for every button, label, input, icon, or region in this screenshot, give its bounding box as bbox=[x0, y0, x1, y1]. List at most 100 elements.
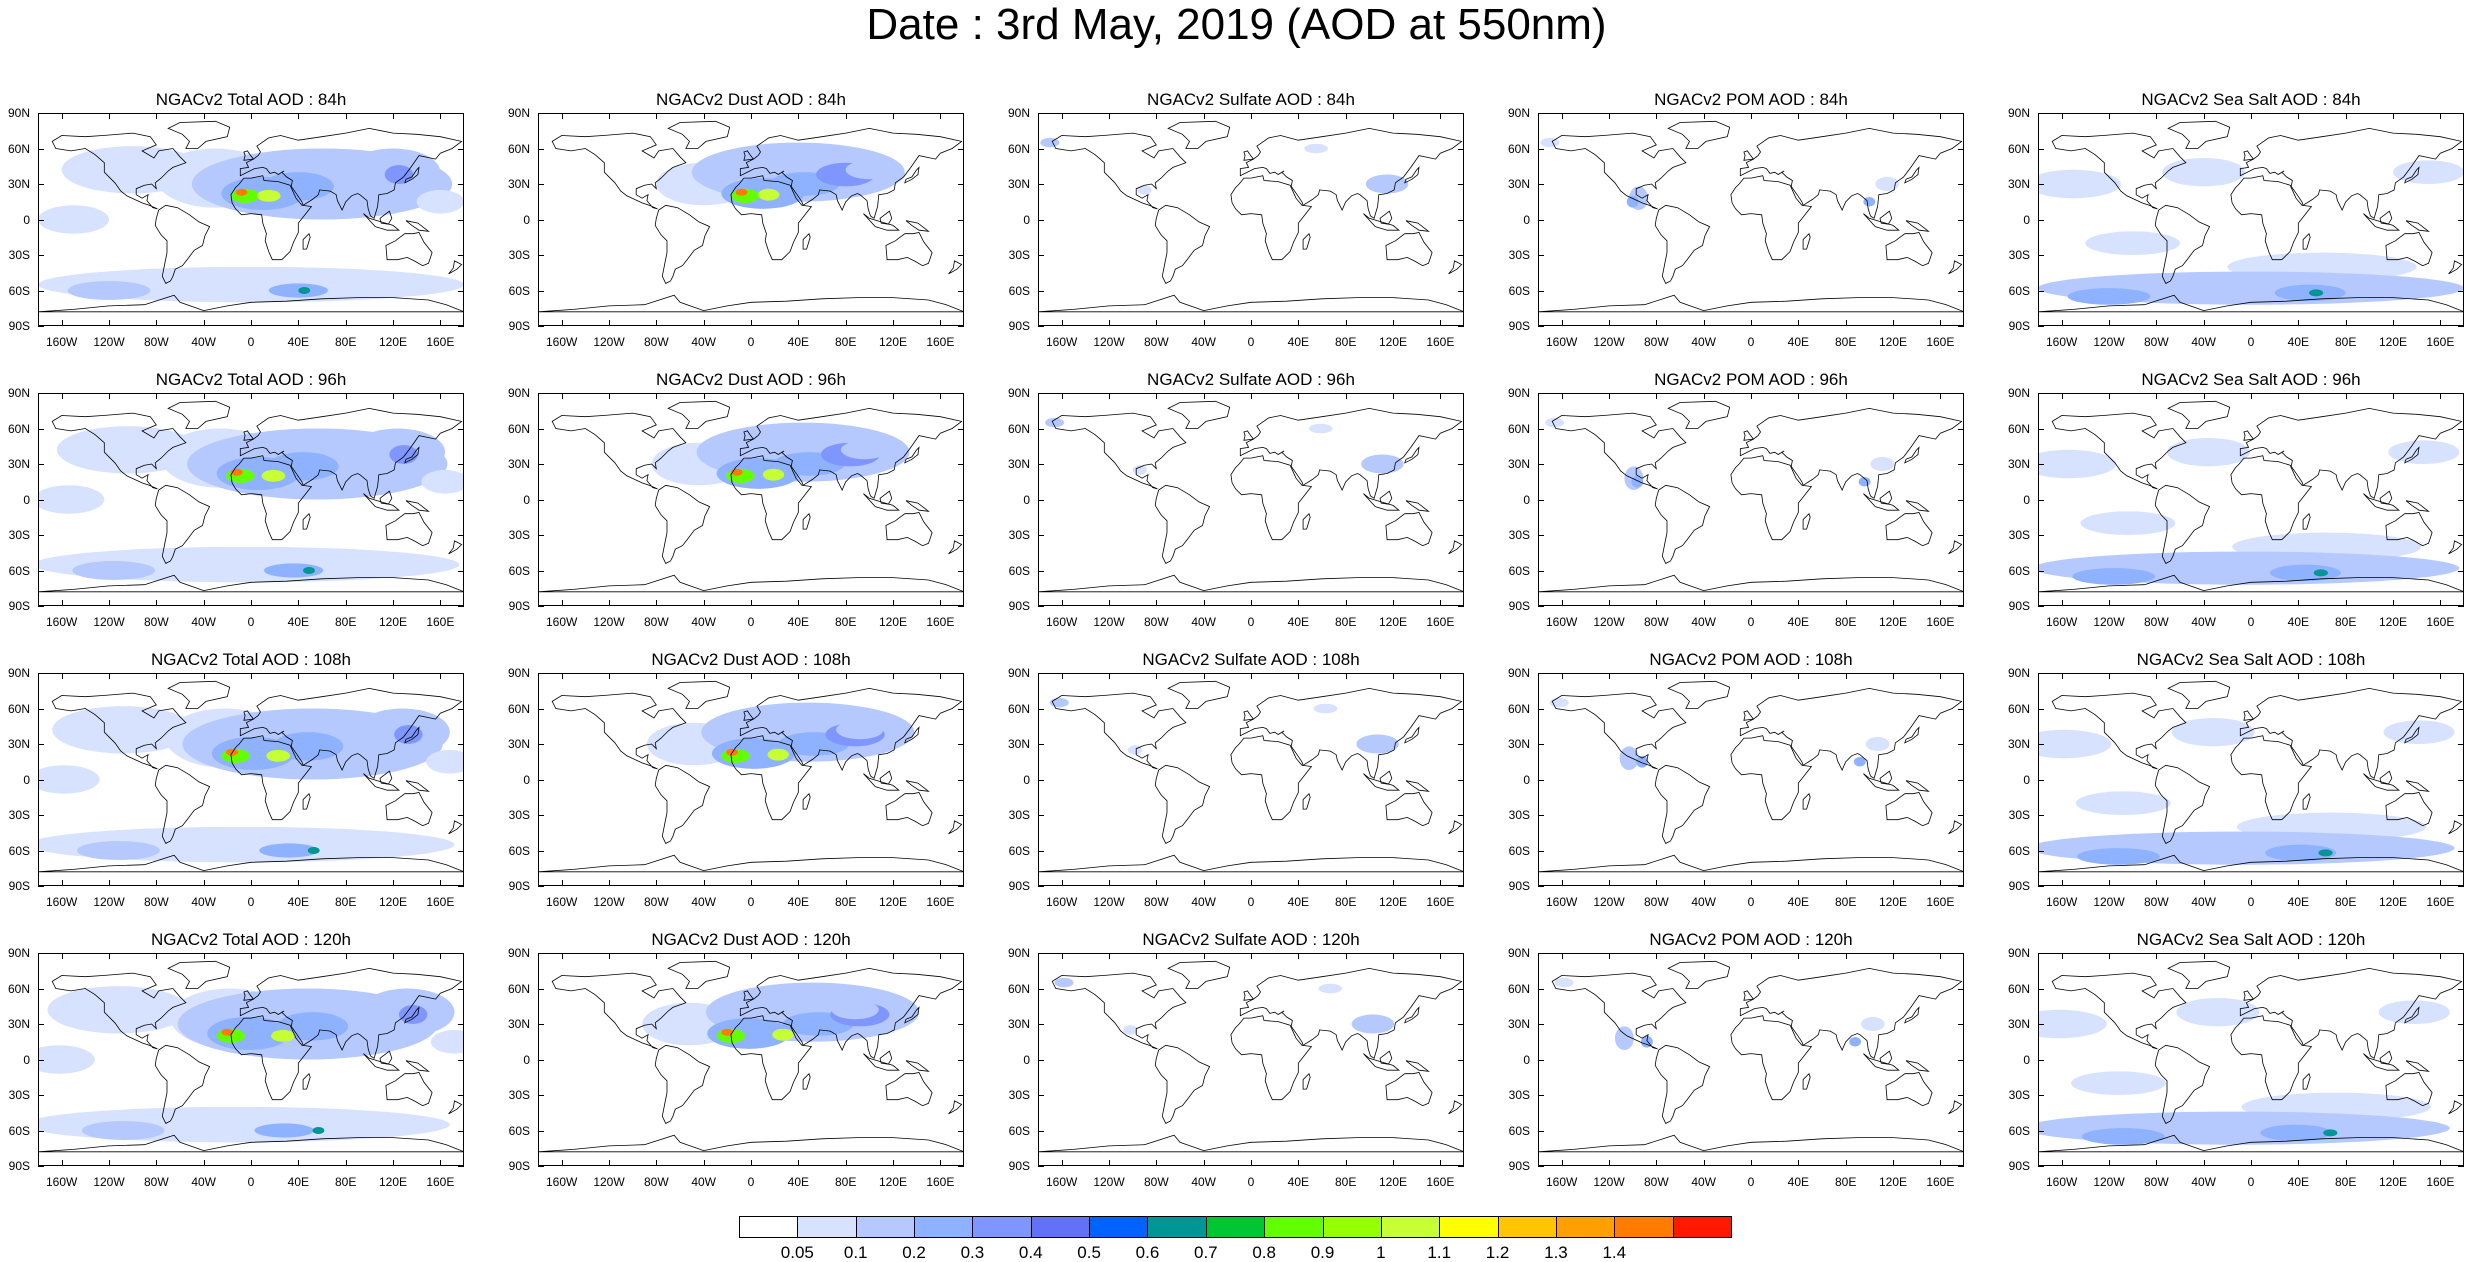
lat-tick bbox=[1038, 290, 1044, 292]
lat-tick-label: 30S bbox=[1008, 248, 1030, 262]
lat-tick-label: 60N bbox=[7, 981, 30, 996]
coastline bbox=[1879, 1050, 1893, 1065]
lat-tick bbox=[2038, 606, 2044, 607]
aod-field-contour bbox=[2265, 844, 2337, 862]
lon-tick-label: 80E bbox=[1334, 335, 1357, 349]
lat-tick bbox=[1458, 499, 1464, 501]
lon-tick bbox=[440, 880, 442, 886]
lon-tick bbox=[703, 1160, 705, 1166]
lon-tick bbox=[109, 113, 110, 119]
lon-tick bbox=[1751, 600, 1752, 606]
lon-tick bbox=[2251, 673, 2252, 679]
aod-field-contour bbox=[2323, 1129, 2338, 1137]
lon-tick bbox=[1251, 880, 1252, 886]
coastline bbox=[1363, 1053, 1401, 1071]
aod-field-contour bbox=[735, 188, 748, 196]
lon-tick bbox=[2061, 320, 2063, 326]
lat-tick bbox=[2458, 953, 2464, 954]
lat-tick bbox=[2038, 499, 2044, 501]
lon-tick-label: 160W bbox=[545, 615, 578, 629]
coastline bbox=[405, 500, 430, 512]
lat-tick bbox=[958, 255, 964, 256]
lon-tick bbox=[203, 1160, 205, 1166]
lat-tick bbox=[958, 148, 964, 150]
lon-tick-label: 40E bbox=[1787, 895, 1809, 909]
lat-tick bbox=[958, 428, 964, 430]
coastline bbox=[385, 1072, 433, 1107]
lon-tick bbox=[1940, 393, 1942, 399]
lat-tick bbox=[458, 290, 464, 292]
lon-tick bbox=[440, 393, 442, 399]
coastline bbox=[2302, 1072, 2311, 1090]
coastline bbox=[1863, 773, 1901, 791]
lon-tick-label: 0 bbox=[2247, 615, 2255, 629]
coastline bbox=[1863, 1053, 1901, 1071]
panel-title: NGACv2 Sulfate AOD : 96h bbox=[1147, 370, 1355, 389]
aod-field-contour bbox=[1137, 185, 1152, 195]
lon-tick bbox=[2345, 1160, 2347, 1166]
lat-tick bbox=[1038, 535, 1044, 536]
lon-tick bbox=[1609, 673, 1610, 679]
lat-tick bbox=[958, 1166, 964, 1167]
lat-tick bbox=[2038, 988, 2044, 990]
coastline bbox=[51, 972, 187, 1050]
lon-tick bbox=[656, 673, 658, 679]
lat-tick bbox=[958, 499, 964, 501]
coastline bbox=[2404, 1006, 2420, 1024]
lon-tick bbox=[1609, 600, 1610, 606]
coastline bbox=[1302, 1072, 1311, 1090]
coastline bbox=[1654, 204, 1711, 284]
lon-tick-label: 0 bbox=[1747, 895, 1755, 909]
lon-tick bbox=[1109, 880, 1110, 886]
lat-tick bbox=[1458, 779, 1464, 781]
lat-tick bbox=[1038, 113, 1044, 114]
lon-tick bbox=[251, 880, 252, 886]
lat-tick-label: 90N bbox=[1507, 106, 1530, 120]
lat-tick bbox=[1458, 1166, 1464, 1167]
coastline bbox=[302, 232, 311, 250]
coastline bbox=[1230, 1015, 1313, 1101]
coastline bbox=[1243, 150, 1255, 161]
lat-tick bbox=[2038, 184, 2044, 185]
lon-tick bbox=[1751, 673, 1752, 679]
lon-tick-label: 80E bbox=[1834, 335, 1857, 349]
lat-tick bbox=[1038, 393, 1044, 394]
lon-tick bbox=[561, 1160, 563, 1166]
lon-tick bbox=[440, 600, 442, 606]
lon-tick bbox=[561, 880, 563, 886]
lat-tick bbox=[1038, 953, 1044, 954]
lat-tick-label: 90N bbox=[1007, 666, 1030, 680]
map-svg bbox=[2038, 400, 2464, 593]
lon-tick bbox=[1893, 1160, 1894, 1166]
lon-tick bbox=[1203, 880, 1205, 886]
coastline bbox=[1404, 726, 1420, 744]
lon-tick-label: 0 bbox=[247, 615, 255, 629]
lon-tick bbox=[2203, 953, 2205, 959]
lat-tick bbox=[458, 1095, 464, 1096]
colorbar-tick-label: 0.8 bbox=[1252, 1243, 1276, 1262]
panel-title: NGACv2 Dust AOD : 120h bbox=[651, 930, 851, 949]
lat-tick bbox=[958, 393, 964, 394]
aod-field-contour bbox=[430, 1029, 464, 1054]
lat-tick bbox=[1958, 326, 1964, 327]
lat-tick bbox=[1458, 428, 1464, 430]
coastline bbox=[2448, 540, 2463, 555]
lon-tick bbox=[1893, 320, 1894, 326]
aod-field-contour bbox=[2162, 157, 2246, 187]
coastline bbox=[302, 792, 311, 810]
lat-tick-label: 30N bbox=[1507, 457, 1530, 471]
lon-tick-label: 40W bbox=[1691, 1175, 1716, 1189]
lon-tick-label: 0 bbox=[747, 335, 755, 349]
lon-tick bbox=[2345, 953, 2347, 959]
lon-tick-label: 160W bbox=[45, 895, 78, 909]
lat-tick bbox=[1958, 219, 1964, 221]
colorbar-tick-label: 1.3 bbox=[1544, 1243, 1568, 1262]
lon-tick bbox=[561, 953, 563, 959]
lon-tick-label: 120E bbox=[878, 1175, 908, 1189]
lon-tick-label: 80W bbox=[2143, 1175, 2169, 1189]
lon-tick-label: 160E bbox=[1926, 335, 1955, 349]
lat-tick-label: 60S bbox=[1508, 1123, 1530, 1138]
lat-tick bbox=[458, 535, 464, 536]
lat-tick bbox=[38, 326, 44, 327]
lat-tick bbox=[2458, 673, 2464, 674]
